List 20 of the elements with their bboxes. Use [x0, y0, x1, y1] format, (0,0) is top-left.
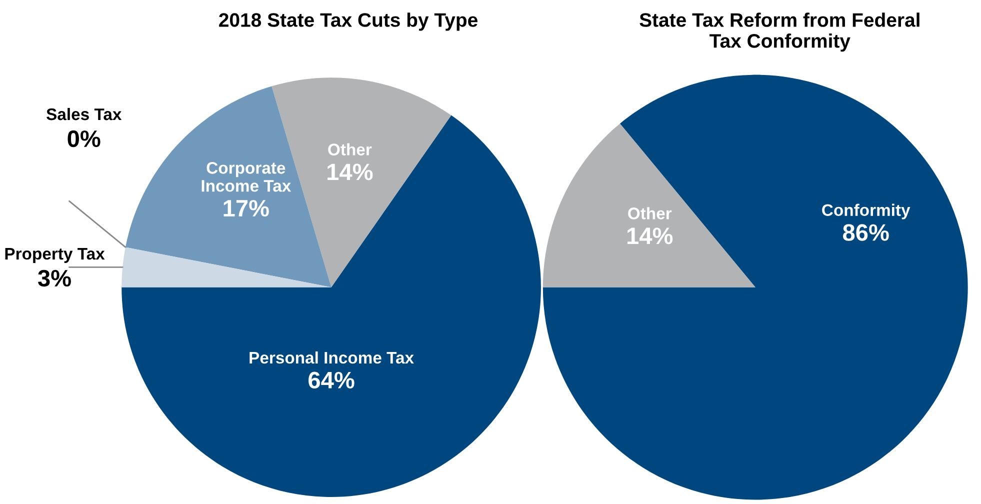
chart-title: 2018 State Tax Cuts by Type: [219, 12, 478, 31]
slice-label: Corporate Income Tax: [202, 162, 292, 192]
data-label: 17%: [224, 200, 269, 217]
slice-label: Property Tax: [5, 248, 105, 263]
slice-label: Conformity: [822, 204, 910, 220]
pie-slice: [122, 247, 332, 288]
pie-slice: [542, 124, 756, 288]
pie-slice: [122, 115, 541, 497]
data-label: 3%: [38, 270, 71, 287]
text: 0%: [68, 130, 100, 148]
category-label: Sales Tax: [46, 108, 122, 120]
chart-title: State Tax Reform from Federal Tax Conformity: [640, 12, 920, 52]
data-label: 14%: [328, 164, 373, 180]
data-label: 64%: [308, 372, 354, 388]
data-label: 86%: [842, 224, 889, 241]
slice-label: Personal Income Tax: [250, 351, 414, 364]
pie-slice: [542, 74, 968, 500]
data-label: 14%: [627, 228, 673, 244]
slice-label: Other: [628, 207, 672, 220]
slice-label: Other: [328, 143, 372, 156]
